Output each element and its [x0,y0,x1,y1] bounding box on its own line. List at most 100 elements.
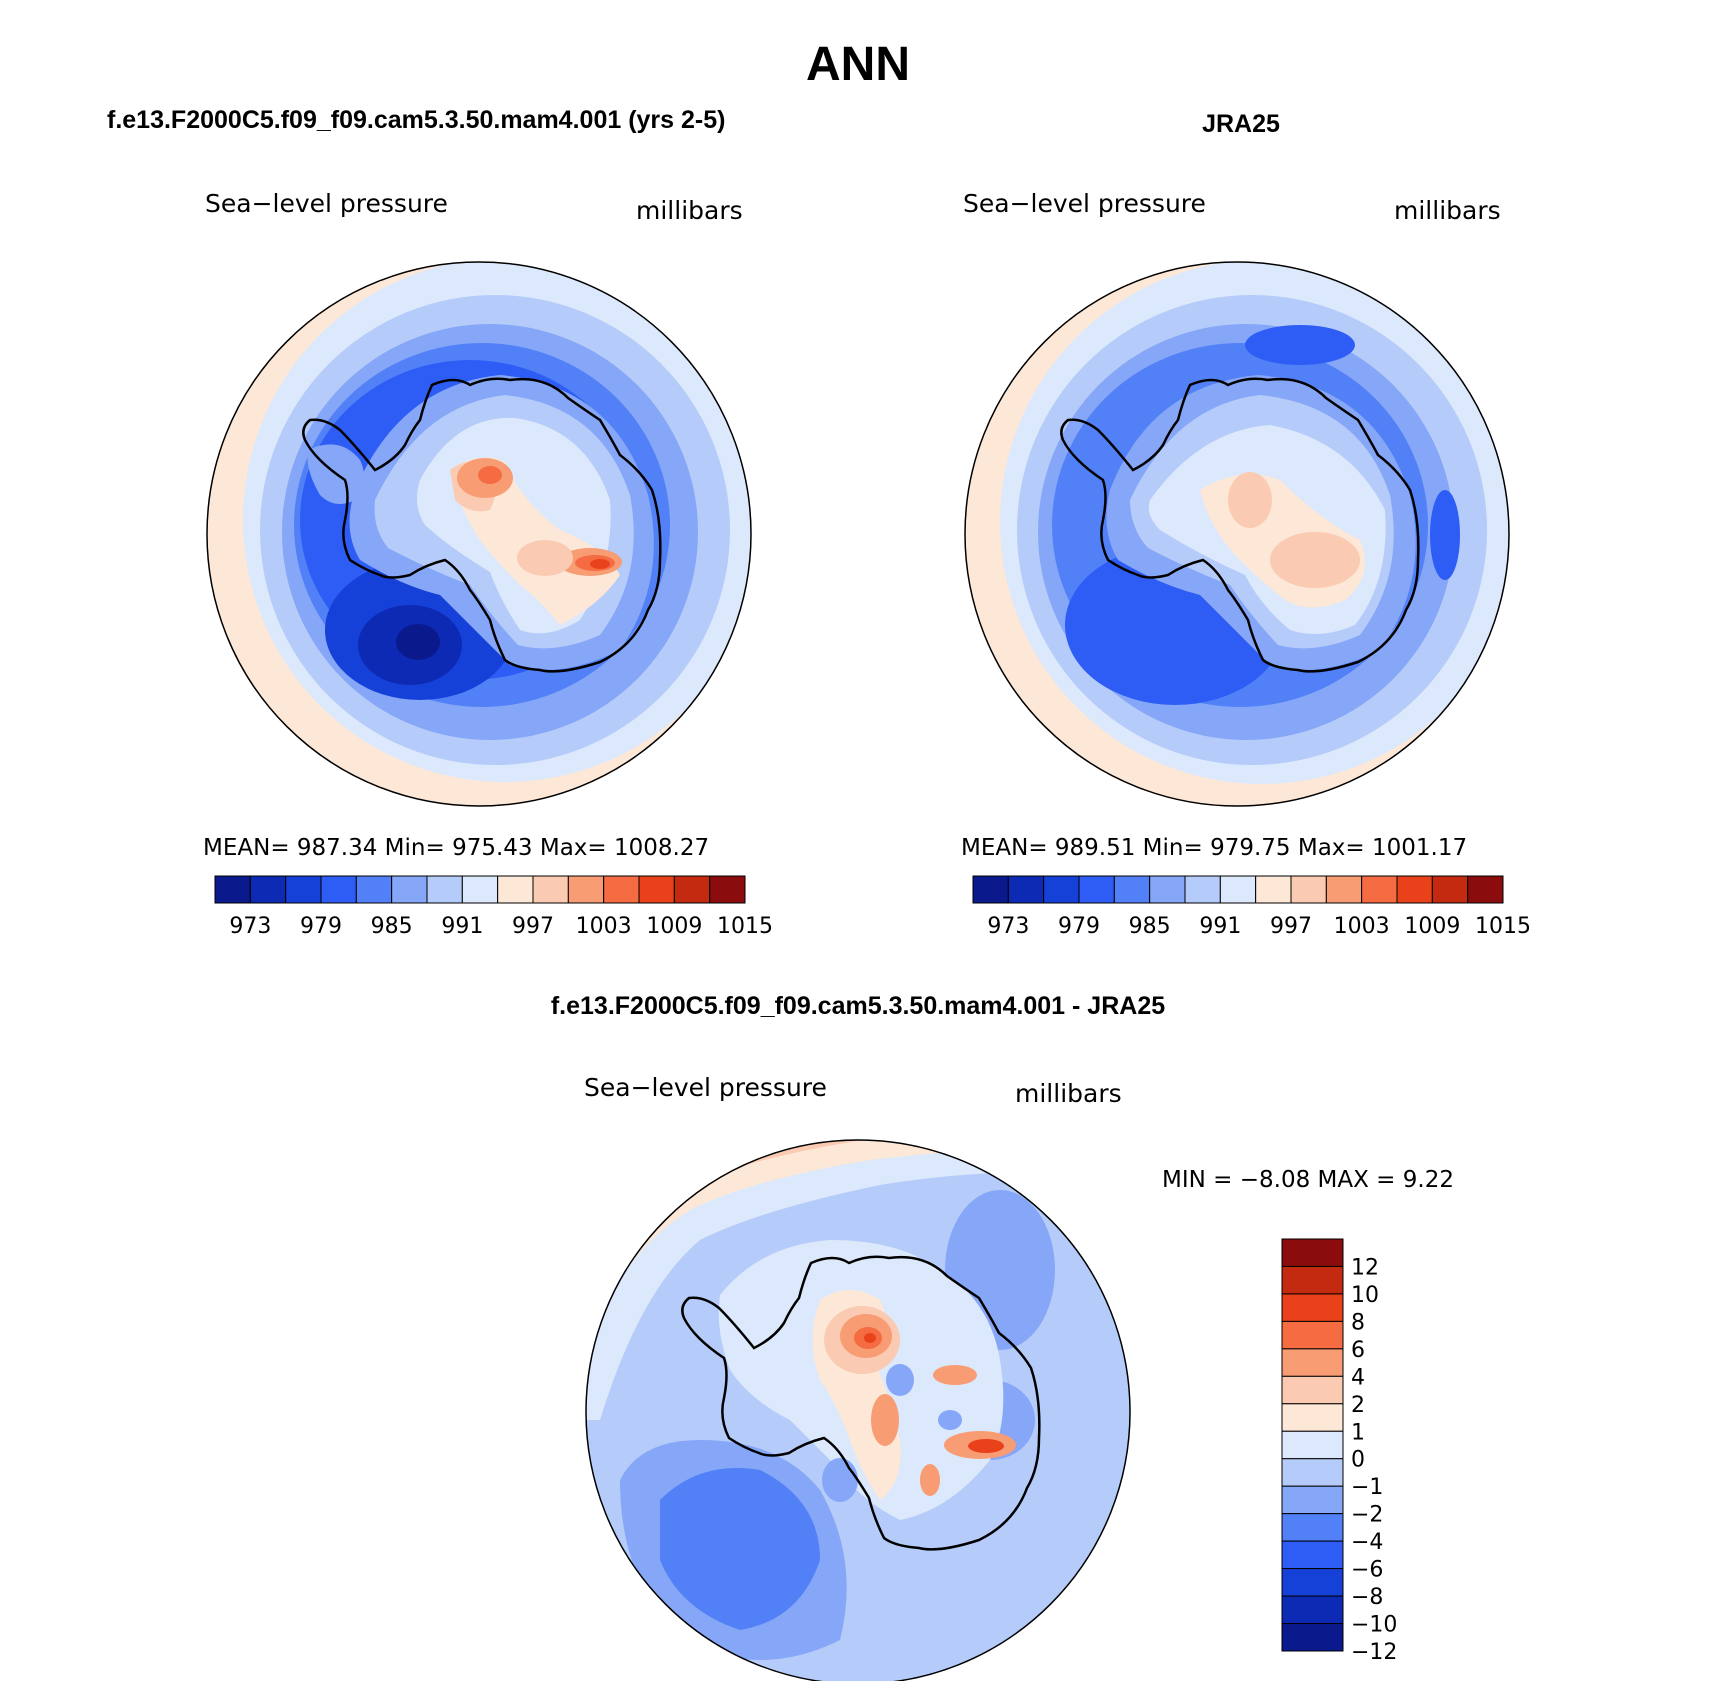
colorbar-model-tick-label: 1009 [646,914,702,939]
colorbar-difference-tick-label: −6 [1351,1558,1383,1583]
antarctica-coastline-reference [1060,377,1420,673]
antarctica-coastline-difference [681,1255,1041,1551]
colorbar-model-swatch-7 [461,875,499,904]
colorbar-model-tick-label: 973 [229,914,271,939]
colorbar-difference-tick-label: 6 [1351,1338,1365,1363]
colorbar-difference-tick-label: 4 [1351,1365,1365,1390]
colorbar-difference-tick-label: 2 [1351,1393,1365,1418]
colorbar-difference-swatch-9 [1281,1485,1344,1515]
colorbar-difference-tick-label: −8 [1351,1585,1383,1610]
colorbar-reference-swatch-4 [1113,875,1151,904]
colorbar-difference-swatch-7 [1281,1430,1344,1460]
panel-difference-heading: f.e13.F2000C5.f09_f09.cam5.3.50.mam4.001… [551,992,1165,1020]
colorbar-model-swatch-13 [673,875,711,904]
colorbar-reference-swatch-8 [1255,875,1292,904]
colorbar-difference-swatch-6 [1281,1403,1344,1432]
panel-model-map-border [206,261,752,807]
panel-model-stats: MEAN= 987.34 Min= 975.43 Max= 1008.27 [203,835,709,861]
panel-difference-map-border [585,1139,1131,1681]
page-title: ANN [806,38,910,91]
colorbar-difference-swatch-10 [1281,1513,1344,1542]
colorbar-difference-tick-label: −1 [1351,1475,1383,1500]
colorbar-difference-swatch-14 [1281,1623,1344,1652]
colorbar-reference-tick-label: 973 [987,914,1029,939]
panel-model-variable: Sea−level pressure [205,189,448,218]
panel-difference-stats: MIN = −8.08 MAX = 9.22 [1162,1167,1454,1193]
colorbar-reference-swatch-6 [1184,875,1221,904]
colorbar-reference-swatch-12 [1396,875,1433,904]
colorbar-reference-swatch-3 [1078,875,1115,904]
colorbar-model-swatch-10 [567,875,605,904]
colorbar-difference-tick-label: 10 [1351,1283,1379,1308]
colorbar-reference-tick-label: 1015 [1475,914,1531,939]
colorbar-model-swatch-0 [214,875,251,904]
colorbar-reference-swatch-2 [1043,875,1080,904]
panel-difference-units: millibars [1015,1079,1122,1108]
colorbar-reference-swatch-9 [1290,875,1327,904]
panel-reference-colorbar: 973 979 985 991 997 1003 1009 1015 [972,875,1531,939]
panel-difference: f.e13.F2000C5.f09_f09.cam5.3.50.mam4.001… [551,992,1454,1681]
colorbar-model-tick-label: 1015 [717,914,773,939]
colorbar-model-tick-label: 1003 [576,914,632,939]
colorbar-model-swatch-3 [320,875,357,904]
colorbar-reference-tick-label: 1009 [1404,914,1460,939]
colorbar-reference-tick-label: 997 [1270,914,1312,939]
colorbar-model-swatch-5 [391,875,428,904]
colorbar-difference-tick-label: −12 [1351,1640,1397,1665]
colorbar-difference-tick-label: −4 [1351,1530,1383,1555]
panel-reference-variable: Sea−level pressure [963,189,1206,218]
colorbar-difference-tick-label: 8 [1351,1310,1365,1335]
colorbar-model-swatch-4 [355,875,393,904]
colorbar-difference-swatch-2 [1281,1293,1344,1322]
colorbar-reference-tick-label: 979 [1058,914,1100,939]
colorbar-reference-swatch-13 [1431,875,1469,904]
colorbar-model-swatch-11 [603,875,640,904]
panel-difference-variable: Sea−level pressure [584,1073,827,1102]
panel-reference-map-border [964,261,1510,807]
panel-model-units: millibars [636,196,743,225]
colorbar-model-tick-label: 997 [512,914,554,939]
colorbar-reference-swatch-11 [1361,875,1398,904]
colorbar-reference-swatch-1 [1007,875,1045,904]
colorbar-reference-tick-label: 991 [1199,914,1241,939]
colorbar-model-swatch-14 [709,875,746,904]
colorbar-reference-swatch-0 [972,875,1009,904]
colorbar-reference-swatch-5 [1149,875,1186,904]
colorbar-model-swatch-2 [285,875,322,904]
colorbar-reference-swatch-14 [1467,875,1504,904]
antarctica-coastline-model [302,377,662,673]
colorbar-model-swatch-6 [426,875,463,904]
colorbar-difference-tick-label: 1 [1351,1420,1365,1445]
colorbar-difference-swatch-8 [1281,1458,1344,1487]
panel-reference-heading: JRA25 [1202,110,1280,138]
panel-model-map [207,262,751,806]
colorbar-difference-swatch-3 [1281,1320,1344,1350]
panel-model-colorbar: 973 979 985 991 997 1003 1009 1015 [214,875,773,939]
colorbar-model-tick-label: 991 [441,914,483,939]
colorbar-model-swatch-8 [497,875,534,904]
colorbar-difference-tick-label: 12 [1351,1255,1379,1280]
colorbar-difference-swatch-12 [1281,1568,1344,1597]
colorbar-difference-swatch-11 [1281,1540,1344,1570]
colorbar-reference-tick-label: 985 [1129,914,1171,939]
panel-reference-units: millibars [1394,196,1501,225]
panel-model: f.e13.F2000C5.f09_f09.cam5.3.50.mam4.001… [107,106,773,939]
colorbar-reference-tick-label: 1003 [1334,914,1390,939]
colorbar-difference-swatch-5 [1281,1375,1344,1405]
panel-model-heading: f.e13.F2000C5.f09_f09.cam5.3.50.mam4.001… [107,106,725,134]
panel-reference: JRA25 Sea−level pressure millibars MEAN=… [961,110,1531,939]
colorbar-difference-swatch-1 [1281,1265,1344,1295]
colorbar-difference-tick-label: −2 [1351,1503,1383,1528]
colorbar-difference-swatch-13 [1281,1595,1344,1625]
colorbar-model-tick-label: 979 [300,914,342,939]
colorbar-difference-swatch-4 [1281,1348,1344,1377]
colorbar-model-swatch-1 [249,875,287,904]
colorbar-difference-tick-label: 0 [1351,1448,1365,1473]
colorbar-reference-swatch-7 [1219,875,1257,904]
colorbar-reference-swatch-10 [1325,875,1363,904]
panel-reference-map [965,262,1509,806]
colorbar-model-swatch-12 [638,875,675,904]
panel-reference-stats: MEAN= 989.51 Min= 979.75 Max= 1001.17 [961,835,1467,861]
